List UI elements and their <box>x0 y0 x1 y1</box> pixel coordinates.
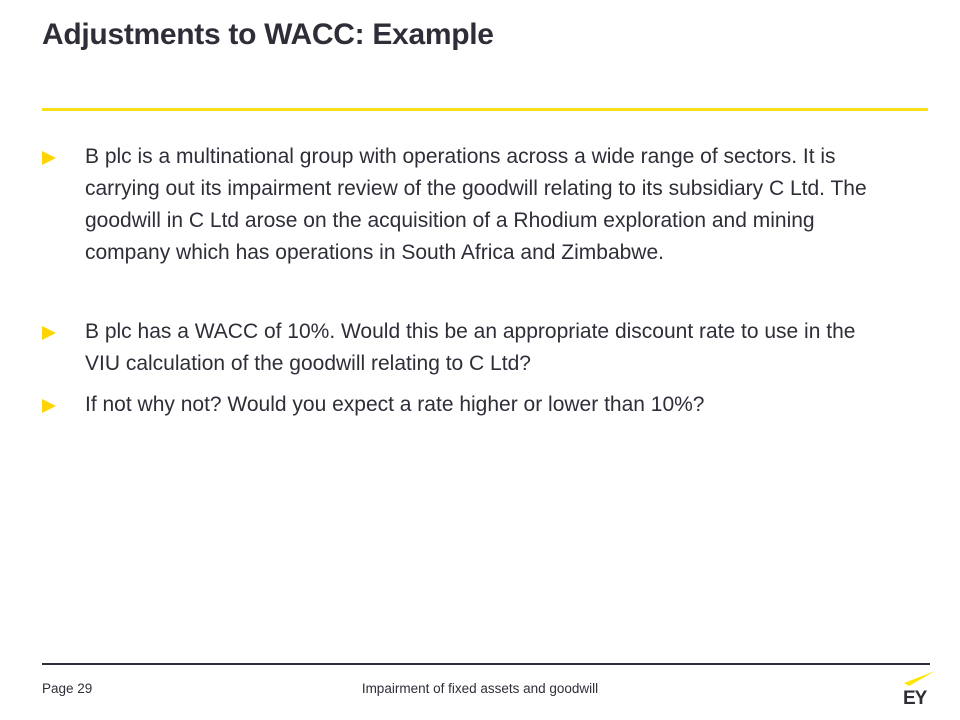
footer-page-number: Page 29 <box>42 681 93 696</box>
ey-logo-letters: EY <box>903 688 928 706</box>
title-divider <box>42 108 928 111</box>
bullet-text: B plc has a WACC of 10%. Would this be a… <box>85 320 856 375</box>
ey-logo: EY <box>898 668 936 706</box>
bullet-text: If not why not? Would you expect a rate … <box>85 393 705 416</box>
footer-doc-title: Impairment of fixed assets and goodwill <box>361 681 599 696</box>
page-title: Adjustments to WACC: Example <box>42 18 494 51</box>
triangle-right-icon <box>42 141 85 165</box>
bullet-text: B plc is a multinational group with oper… <box>85 145 867 264</box>
triangle-right-icon <box>42 389 85 413</box>
list-item: B plc is a multinational group with oper… <box>42 141 890 269</box>
ey-beam-icon <box>904 671 935 686</box>
list-item: If not why not? Would you expect a rate … <box>42 389 890 421</box>
triangle-right-icon <box>42 316 85 340</box>
list-item: B plc has a WACC of 10%. Would this be a… <box>42 316 890 380</box>
bullet-list: B plc is a multinational group with oper… <box>42 141 890 421</box>
footer-rule <box>42 663 930 665</box>
